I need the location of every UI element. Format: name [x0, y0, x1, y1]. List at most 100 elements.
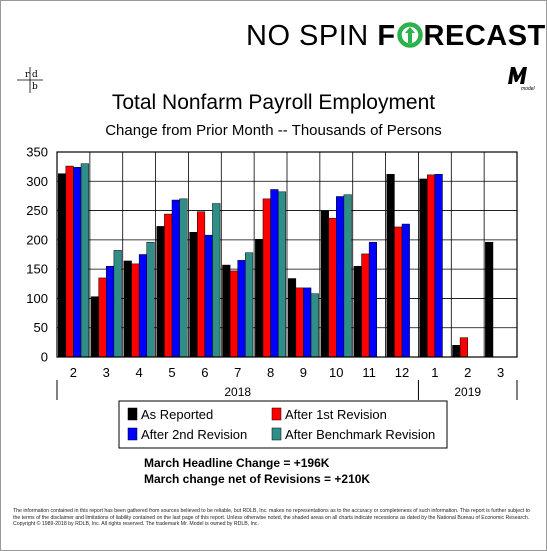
svg-text:model: model — [521, 86, 536, 92]
y-tick-label: 150 — [26, 262, 48, 277]
legend-box — [118, 400, 448, 449]
bar — [229, 270, 238, 358]
bar — [361, 253, 370, 358]
bar — [401, 223, 410, 358]
bar — [98, 277, 107, 358]
bar — [328, 217, 337, 358]
chart-subtitle: Change from Prior Month -- Thousands of … — [105, 122, 442, 139]
bar — [310, 293, 319, 358]
bar — [179, 198, 188, 358]
plot-border — [56, 151, 518, 358]
bar — [277, 191, 287, 358]
legend-label: As Reported — [141, 407, 213, 422]
brand-text-no-spin: NO SPIN — [246, 20, 378, 52]
svg-text:b: b — [32, 82, 38, 92]
y-tick-label: 350 — [26, 145, 48, 160]
bar — [222, 264, 231, 358]
y-tick-label: 200 — [26, 232, 48, 247]
mr-model-icon: model — [508, 67, 536, 92]
x-tick-label: 8 — [267, 365, 274, 380]
y-tick-label: 50 — [34, 320, 48, 335]
bar — [146, 241, 155, 358]
bar — [245, 252, 254, 358]
disclaimer-text: The information contained in this report… — [13, 508, 530, 528]
legend-label: After 1st Revision — [285, 407, 387, 422]
y-tick-label: 300 — [26, 174, 48, 189]
bar — [419, 178, 428, 358]
chart-title: Total Nonfarm Payroll Employment — [111, 91, 436, 114]
brand-text-f: F — [377, 20, 396, 52]
x-tick-label: 3 — [497, 365, 504, 380]
x-tick-label: 11 — [362, 365, 376, 380]
svg-text:r: r — [25, 70, 30, 80]
bar — [262, 198, 271, 358]
bar — [434, 174, 443, 358]
bar — [57, 173, 67, 358]
bar — [164, 213, 173, 358]
net-revisions-note: March change net of Revisions = +210K — [144, 472, 371, 486]
legend-swatch — [127, 407, 138, 421]
bar — [287, 278, 297, 358]
bar — [189, 231, 198, 358]
x-tick-label: 9 — [300, 365, 307, 380]
svg-text:d: d — [32, 70, 38, 80]
rdb-mark-icon: r d b — [17, 67, 43, 93]
bar — [459, 337, 468, 358]
bar — [204, 234, 213, 358]
brand-text-recast: RECAST — [423, 20, 546, 52]
x-tick-label: 10 — [329, 365, 343, 380]
x-tick-label: 4 — [136, 365, 143, 380]
bar — [123, 260, 132, 358]
bar — [106, 265, 115, 358]
y-tick-label: 100 — [26, 291, 48, 306]
x-tick-label: 1 — [431, 365, 438, 380]
legend-label: After Benchmark Revision — [285, 427, 435, 442]
bar — [90, 296, 99, 358]
bar — [485, 241, 494, 358]
x-tick-label: 3 — [103, 365, 110, 380]
bar — [270, 189, 279, 358]
bar — [452, 345, 461, 358]
y-tick-label: 0 — [41, 350, 48, 365]
year-label: 2018 — [224, 385, 251, 399]
bar — [343, 194, 352, 358]
legend-swatch — [271, 427, 282, 441]
brand-logo: NO SPIN F RECAST — [246, 20, 545, 54]
bar — [336, 196, 345, 358]
bar — [113, 250, 122, 358]
bar — [138, 254, 147, 358]
legend-swatch — [271, 407, 282, 421]
bar — [353, 265, 362, 358]
bar — [255, 239, 264, 358]
bar — [320, 210, 329, 358]
bar — [394, 226, 403, 358]
bar — [427, 174, 436, 358]
year-label: 2019 — [454, 385, 481, 399]
bar — [386, 174, 395, 358]
mr-model-logo: model — [504, 64, 536, 92]
bar — [197, 211, 206, 358]
bar — [295, 287, 304, 358]
headline-change-note: March Headline Change = +196K — [144, 456, 330, 470]
bar — [171, 199, 180, 358]
legend-label: After 2nd Revision — [141, 427, 247, 442]
bar — [237, 260, 246, 358]
bar — [73, 166, 82, 358]
x-tick-label: 12 — [395, 365, 409, 380]
x-tick-label: 6 — [201, 365, 208, 380]
bar — [131, 263, 140, 358]
legend-swatch — [127, 427, 138, 441]
x-tick-label: 2 — [464, 365, 471, 380]
forecast-o-arrows-icon — [396, 22, 423, 48]
bar — [156, 226, 165, 358]
bar — [212, 203, 221, 358]
x-tick-label: 2 — [70, 365, 77, 380]
x-tick-label: 5 — [168, 365, 175, 380]
bar — [303, 287, 312, 358]
rdb-logo: r d b — [17, 67, 43, 93]
bar — [368, 241, 377, 358]
bar — [65, 165, 74, 358]
bar — [80, 163, 89, 358]
y-tick-label: 250 — [26, 203, 48, 218]
